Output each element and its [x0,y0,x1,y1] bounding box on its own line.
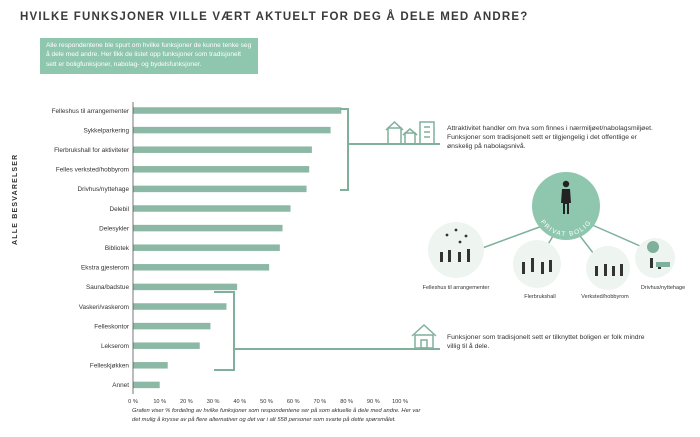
bar [133,126,331,134]
category-label: Delebil [109,206,129,213]
category-label: Drivhus/nyttehage [77,186,129,193]
x-tick-label: 20 % [180,399,193,405]
bar [133,362,168,369]
category-label: Lekserom [101,343,129,350]
bar [133,381,160,389]
bar [133,322,211,330]
intro-box: Alle respondentene ble spurt om hvilke f… [40,38,258,74]
x-tick-label: 90 % [367,399,380,405]
x-tick-label: 80 % [340,399,353,405]
category-label: Bibliotek [105,245,130,252]
category-label: Felles verksted/hobbyrom [56,167,129,174]
x-tick-label: 10 % [153,399,166,405]
bar [133,166,310,173]
x-tick-label: 0 % [128,399,138,405]
shared-functions-diagram [428,172,675,290]
felleshus-circle [428,222,484,278]
category-label: Felleskjøkken [90,363,130,370]
bar [133,264,270,271]
footnote: Grafen viser % fordeling av hvilke funks… [132,408,421,423]
bracket-top [340,108,440,191]
bar [133,107,342,114]
verksted-circle [586,246,630,290]
category-label: Sykkelparkering [84,127,130,134]
x-tick-label: 70 % [314,399,327,405]
note-top: Attraktivitet handler om hva som finnes … [447,125,653,150]
x-tick-label: 40 % [233,399,246,405]
bar [133,244,280,251]
category-label: Delesykler [99,225,130,232]
bar [133,185,307,193]
bar [133,146,312,153]
bar [133,342,200,349]
private-home-circle [532,172,600,240]
x-tick-label: 50 % [260,399,273,405]
page-title: HVILKE FUNKSJONER VILLE VÆRT AKTUELT FOR… [20,11,529,23]
note-bottom: Funksjoner som tradisjonelt sett er tilk… [447,334,645,350]
bracket-bottom [214,291,440,371]
x-tick-label: 60 % [287,399,300,405]
category-label: Flerbrukshall for aktiviteter [54,147,130,154]
x-tick-label: 100 % [392,399,408,405]
category-label: Felleshus til arrangementer [52,108,130,115]
person-icon [561,180,571,214]
bar [133,224,283,232]
bar [133,205,291,212]
buildings-icon [385,120,435,145]
category-label: Felleskontor [94,323,130,330]
category-label: Annet [112,382,129,389]
drivhus-circle [635,238,675,278]
category-label: Sauna/badstue [86,284,129,291]
bar [133,303,227,310]
category-label: Ekstra gjesterom [81,265,129,272]
house-icon [411,323,437,349]
category-label: Vaskeri/vaskerom [79,304,129,311]
x-tick-label: 30 % [207,399,220,405]
flerbrukshall-circle [513,240,561,288]
bar [133,283,238,291]
